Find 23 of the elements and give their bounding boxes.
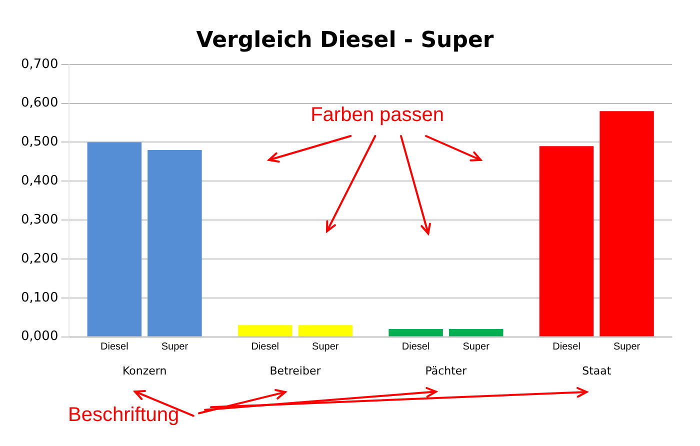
y-tick-label: 0,500 <box>21 134 58 150</box>
annotation: Farben passen <box>310 104 444 128</box>
y-tick-label: 0,100 <box>21 290 58 306</box>
chart-title: Vergleich Diesel - Super <box>196 28 494 53</box>
text: Super <box>613 342 640 353</box>
y-tick-label: 0,700 <box>21 56 58 72</box>
y-tick-label: 0,400 <box>21 174 58 189</box>
x-tick-label: Staat <box>582 364 612 378</box>
x-tick-label: Konzern <box>122 364 167 378</box>
series-label: Super <box>161 342 189 353</box>
y-tick-label: 0,200 <box>21 251 58 266</box>
text: Super <box>462 342 490 353</box>
text: Diesel <box>251 342 280 353</box>
y-tick-label: 0,600 <box>21 96 58 111</box>
text: Diesel <box>552 342 580 353</box>
text: Beschriftung <box>68 404 180 427</box>
y-tick-label: 0,300 <box>21 212 58 228</box>
x-tick-label: Pächter <box>425 364 468 378</box>
text: Super <box>312 342 339 353</box>
x-tick-label: Betreiber <box>270 364 322 378</box>
y-tick-label: 0,000 <box>21 329 58 344</box>
text: Diesel <box>402 342 430 353</box>
series-label: Diesel <box>100 342 128 353</box>
